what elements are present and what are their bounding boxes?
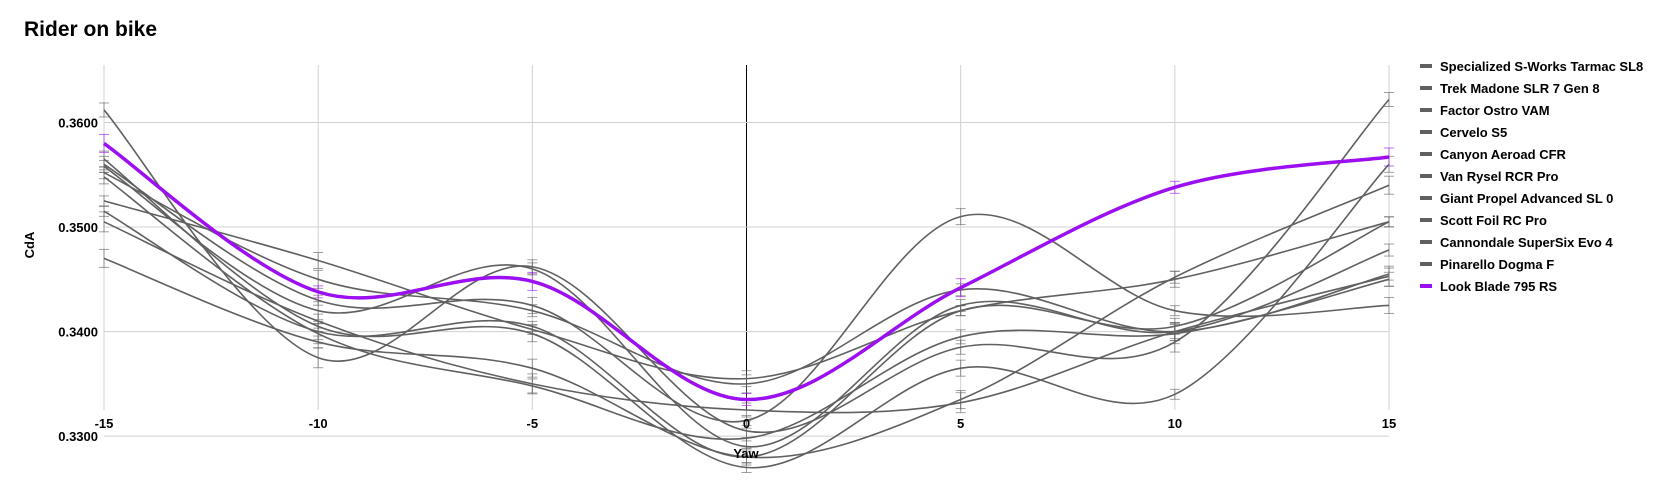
- x-tick-labels: -15 -10 -5 0 5 10 15: [95, 416, 1397, 431]
- legend-swatch: [1420, 240, 1432, 244]
- legend-swatch: [1420, 174, 1432, 178]
- legend-label: Cannondale SuperSix Evo 4: [1440, 234, 1613, 250]
- y-tick-label: 0.3600: [58, 116, 98, 131]
- legend-item[interactable]: Scott Foil RC Pro: [1420, 209, 1643, 231]
- y-tick-label: 0.3300: [58, 429, 98, 444]
- x-tick-label: -15: [95, 416, 114, 431]
- y-axis-label: CdA: [22, 231, 37, 258]
- legend-label: Pinarello Dogma F: [1440, 256, 1555, 272]
- legend-label: Van Rysel RCR Pro: [1440, 168, 1559, 184]
- legend-label: Trek Madone SLR 7 Gen 8: [1440, 80, 1600, 96]
- series-line: [103, 158, 1390, 469]
- x-tick-label: 10: [1168, 416, 1182, 431]
- legend-item[interactable]: Cervelo S5: [1420, 121, 1643, 143]
- legend-swatch: [1420, 64, 1432, 68]
- legend-item[interactable]: Factor Ostro VAM: [1420, 99, 1643, 121]
- series-line: [103, 176, 1390, 440]
- legend-swatch: [1420, 108, 1432, 112]
- legend-label: Scott Foil RC Pro: [1440, 212, 1547, 228]
- legend-item[interactable]: Canyon Aeroad CFR: [1420, 143, 1643, 165]
- series-line: [103, 163, 1390, 423]
- x-tick-label: -5: [527, 416, 539, 431]
- legend-item[interactable]: Look Blade 795 RS: [1420, 275, 1643, 297]
- x-tick-label: -10: [309, 416, 328, 431]
- legend-label: Canyon Aeroad CFR: [1440, 146, 1566, 162]
- y-tick-label: 0.3400: [58, 325, 98, 340]
- legend-swatch: [1420, 152, 1432, 156]
- legend-label: Cervelo S5: [1440, 124, 1508, 140]
- legend-item[interactable]: Cannondale SuperSix Evo 4: [1420, 231, 1643, 253]
- legend-item[interactable]: Giant Propel Advanced SL 0: [1420, 187, 1643, 209]
- y-tick-labels: 0.3300 0.3400 0.3500 0.3600: [58, 116, 98, 445]
- chart-title: Rider on bike: [24, 18, 158, 41]
- legend-swatch: [1420, 284, 1432, 288]
- series-line: [103, 141, 1390, 402]
- legend-swatch: [1420, 218, 1432, 222]
- x-tick-label: 15: [1382, 416, 1396, 431]
- x-tick-label: 5: [957, 416, 964, 431]
- legend-label: Specialized S-Works Tarmac SL8: [1440, 58, 1644, 74]
- series-line: [103, 200, 1390, 380]
- x-axis-label: Yaw: [733, 446, 759, 461]
- legend-item[interactable]: Specialized S-Works Tarmac SL8: [1420, 55, 1643, 77]
- legend-label: Look Blade 795 RS: [1440, 278, 1558, 294]
- y-tick-label: 0.3500: [58, 220, 98, 235]
- legend-swatch: [1420, 130, 1432, 134]
- legend-swatch: [1420, 262, 1432, 266]
- x-tick-label: 0: [743, 416, 750, 431]
- series-line: [103, 184, 1390, 459]
- legend-item[interactable]: Trek Madone SLR 7 Gen 8: [1420, 77, 1643, 99]
- legend-label: Factor Ostro VAM: [1440, 102, 1550, 118]
- legend: Specialized S-Works Tarmac SL8 Trek Madon…: [1420, 55, 1643, 297]
- series-lines: [103, 98, 1390, 469]
- legend-swatch: [1420, 86, 1432, 90]
- series-line: [103, 98, 1390, 434]
- legend-swatch: [1420, 196, 1432, 200]
- legend-item[interactable]: Pinarello Dogma F: [1420, 253, 1643, 275]
- series-line: [103, 171, 1390, 385]
- legend-item[interactable]: Van Rysel RCR Pro: [1420, 165, 1643, 187]
- legend-label: Giant Propel Advanced SL 0: [1440, 190, 1614, 206]
